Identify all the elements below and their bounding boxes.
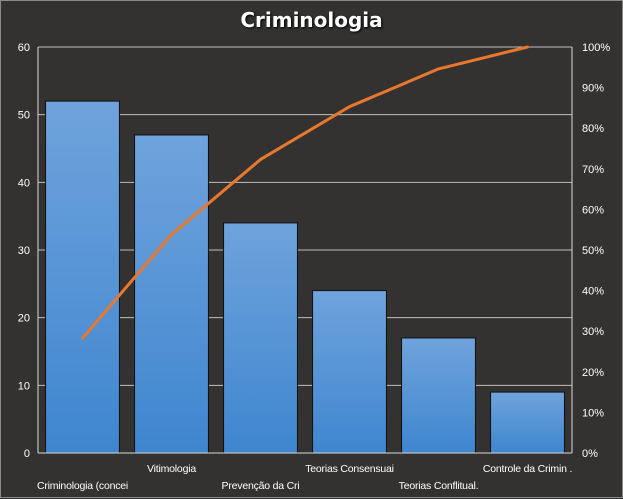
bar [401, 337, 476, 454]
bar [134, 134, 209, 454]
y2-tick-label: 90% [582, 83, 604, 95]
y2-tick-label: 20% [582, 367, 604, 379]
x-category-label: Teorias Consensuai [305, 463, 394, 475]
y2-tick-label: 60% [582, 204, 604, 216]
y-tick-label: 0 [24, 448, 30, 460]
chart-title: Criminologia [240, 8, 383, 32]
y-tick-label: 30 [18, 245, 30, 257]
y2-tick-label: 80% [582, 123, 604, 135]
bar [45, 100, 120, 454]
x-category-label: Vitimologia [147, 463, 196, 475]
y2-tick-label: 10% [582, 407, 604, 419]
x-category-label: Teorias Conflitual. [399, 480, 479, 492]
x-category-label: Controle da Crimin . [483, 463, 572, 475]
x-category-label: Prevenção da Cri [222, 480, 300, 492]
y2-tick-label: 100% [582, 42, 610, 54]
y2-tick-label: 50% [582, 245, 604, 257]
y2-tick-label: 30% [582, 326, 604, 338]
cumulative-line [81, 45, 529, 340]
y2-tick-label: 70% [582, 164, 604, 176]
y-tick-label: 60 [18, 42, 30, 54]
y2-tick-label: 40% [582, 286, 604, 298]
y-tick-label: 40 [18, 177, 30, 189]
bar [490, 391, 565, 454]
bar [312, 290, 387, 454]
x-category-label: Criminologia (concei [37, 480, 128, 492]
y-tick-label: 20 [18, 313, 30, 325]
y2-tick-label: 0% [582, 448, 598, 460]
y-tick-label: 50 [18, 110, 30, 122]
y-tick-label: 10 [18, 380, 30, 392]
bar [223, 222, 298, 454]
